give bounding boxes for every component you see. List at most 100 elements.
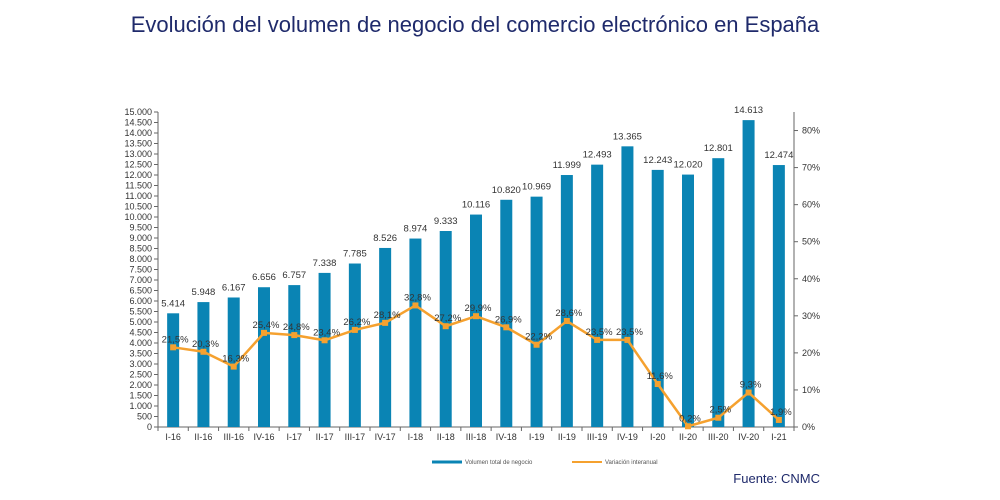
bar	[742, 120, 755, 427]
bar	[348, 263, 361, 427]
line-value-label: 26,2%	[343, 317, 370, 328]
x-tick-label: II-16	[194, 432, 212, 442]
line-value-label: 29,9%	[465, 303, 492, 314]
bar-value-labels: 5.414 5.948 6.167 6.656 6.757 7.338 7.785 8.526…	[161, 105, 793, 309]
x-tick-label: I-16	[165, 432, 181, 442]
line-value-label: 25,4%	[253, 320, 280, 331]
line-value-label: 23,4%	[313, 327, 340, 338]
x-tick-label: IV-20	[738, 432, 759, 442]
bar-value-label: 12.801	[704, 143, 733, 154]
x-tick-label: III-19	[587, 432, 608, 442]
bar-value-label: 12.474	[764, 150, 793, 161]
bar	[621, 146, 634, 427]
bar-value-label: 6.167	[222, 282, 246, 293]
bar-value-label: 13.365	[613, 131, 642, 142]
y-tick-label: 12.000	[124, 170, 152, 180]
line-value-label: 16,3%	[222, 354, 249, 365]
y-tick-label: 500	[137, 412, 152, 422]
bar	[500, 199, 513, 427]
y-tick-label: 14.500	[124, 118, 152, 128]
y-tick-label: 7.500	[129, 265, 152, 275]
bar-value-label: 8.974	[404, 224, 428, 235]
legend-label-line: Variación interanual	[605, 460, 658, 466]
y-tick-label: 9.000	[129, 233, 152, 243]
y-tick-label: 3.500	[129, 349, 152, 359]
bar-value-label: 12.493	[583, 150, 612, 161]
line-point	[503, 324, 510, 331]
source-note: Fuente: CNMC	[733, 471, 820, 486]
line-value-label: 27,2%	[434, 313, 461, 324]
y-tick-label: 4.000	[129, 338, 152, 348]
line-point	[745, 389, 752, 396]
bar	[167, 313, 180, 427]
line-value-label: 28,1%	[374, 310, 401, 321]
bar-value-label: 11.999	[553, 160, 581, 171]
line-point	[473, 313, 479, 320]
y-tick-label: 8.500	[129, 244, 152, 254]
bar-value-label: 6.656	[252, 272, 276, 283]
x-tick-label: II-17	[316, 432, 334, 442]
bar	[560, 175, 573, 427]
bar	[288, 285, 301, 427]
bar-value-label: 14.613	[734, 105, 763, 116]
bar-value-label: 9.333	[434, 216, 458, 227]
line-point	[382, 319, 389, 326]
y2-tick-label: 10%	[802, 385, 820, 395]
y2-tick-label: 60%	[802, 200, 820, 210]
y-tick-label: 3.000	[129, 359, 152, 369]
y-tick-label: 0	[147, 422, 152, 432]
chart-title: Evolución del volumen de negocio del com…	[130, 12, 820, 37]
line-value-label: 28,6%	[555, 308, 582, 319]
x-tick-label: I-18	[408, 432, 424, 442]
y2-tick-label: 0%	[802, 422, 815, 432]
bar	[591, 164, 604, 427]
y-tick-label: 7.000	[129, 275, 152, 285]
y-tick-label: 14.000	[124, 128, 152, 138]
y-tick-label: 1.500	[129, 391, 152, 401]
y-tick-label: 6.000	[129, 296, 152, 306]
bar	[197, 302, 210, 427]
line-value-label: 21,5%	[162, 334, 189, 345]
bar-value-label: 8.526	[373, 233, 397, 244]
line-point	[200, 348, 207, 355]
y-tick-label: 12.500	[124, 160, 152, 170]
bar	[682, 174, 694, 427]
x-tick-label: I-19	[529, 432, 545, 442]
bar-value-label: 6.757	[282, 270, 306, 281]
x-tick-label: I-21	[771, 432, 787, 442]
line-value-label: 24,8%	[283, 322, 310, 333]
y-tick-label: 9.500	[129, 223, 152, 233]
line-value-label: 20,3%	[192, 339, 219, 350]
line-point	[533, 341, 540, 348]
line-value-label: 11,6%	[647, 371, 674, 382]
bar	[772, 165, 785, 427]
y-tick-label: 11.500	[125, 181, 152, 191]
y-tick-label: 15.000	[124, 107, 152, 117]
line-value-label: 2,5%	[709, 405, 731, 416]
bar-value-label: 5.414	[161, 298, 185, 309]
line-value-label: 9,3%	[740, 380, 762, 391]
y-tick-label: 5.000	[129, 317, 152, 327]
x-tick-label: IV-17	[375, 432, 396, 442]
line-point	[412, 302, 419, 309]
y-tick-label: 13.000	[124, 149, 152, 159]
bar-value-label: 10.969	[522, 182, 551, 193]
bar	[651, 169, 664, 427]
line-series	[170, 302, 782, 430]
bar	[470, 214, 482, 427]
x-tick-label: III-20	[708, 432, 729, 442]
line-value-label: 1,9%	[770, 407, 792, 418]
x-tick-label: IV-19	[617, 432, 638, 442]
x-tick-label: II-18	[437, 432, 455, 442]
line-value-label: 0,2%	[679, 413, 701, 424]
y2-tick-label: 20%	[802, 348, 820, 358]
line-point	[654, 381, 661, 388]
bar	[379, 247, 392, 427]
y-tick-label: 2.000	[129, 380, 152, 390]
line-point	[261, 329, 267, 336]
x-tick-label: III-17	[345, 432, 366, 442]
line-point	[775, 416, 782, 423]
bar-value-label: 10.116	[462, 200, 490, 211]
y2-tick-label: 50%	[802, 237, 820, 247]
